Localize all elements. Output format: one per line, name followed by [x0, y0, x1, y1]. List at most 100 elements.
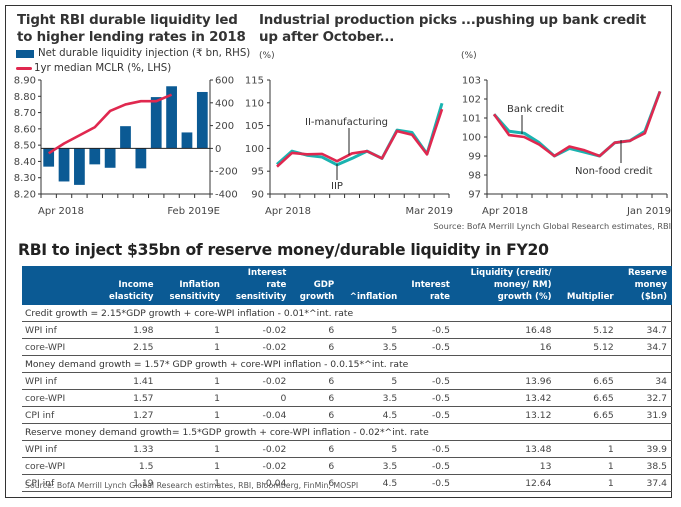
table-cell: -0.5	[402, 457, 455, 475]
table-cell: -0.02	[224, 440, 292, 458]
chart1-svg: 8.90 8.80 8.70 8.60 8.50 8.40 8.30 8.20 600 400 20…	[14, 76, 671, 218]
section-formula: Credit growth = 2.15*GDP growth + core-W…	[22, 305, 672, 322]
column-header: Multiplier	[556, 266, 619, 305]
table-cell: 13.12	[454, 406, 557, 424]
row-label: CPI inf	[22, 406, 99, 424]
table-cell: 16	[454, 338, 557, 356]
column-header: Inflation sensitivity	[158, 266, 225, 305]
table-cell: 1	[158, 474, 225, 492]
table-row: CPI inf 1.19 1 -0.04 6 4.5 -0.5 12.64 1 37.4	[22, 474, 672, 492]
table-cell: -0.5	[402, 389, 455, 407]
table-cell: -0.5	[402, 321, 455, 339]
chart1-x-label-start: Apr 2018	[38, 206, 84, 217]
table-row: core-WPI 2.15 1 -0.02 6 3.5 -0.5 16 5.12 34.7	[22, 338, 672, 356]
chart2-y-tick-label: 115	[245, 76, 264, 87]
chart1-left-tick-label: 8.20	[14, 190, 36, 201]
section-formula: Money demand growth = 1.57* GDP growth +…	[22, 355, 672, 373]
legend-bars-label: Net durable liquidity injection (₹ bn, R…	[38, 48, 251, 59]
table-row: WPI inf 1.41 1 -0.02 6 5 -0.5 13.96 6.65 34	[22, 372, 672, 390]
table-cell: 5.12	[556, 321, 619, 339]
table-cell: -0.5	[402, 440, 455, 458]
table-cell: 31.9	[618, 406, 672, 424]
legend-item-line: 1yr median MCLR (%, LHS)	[16, 61, 250, 76]
table-cell: 1	[158, 338, 225, 356]
legend-bar-swatch	[16, 49, 34, 58]
chart1-bar	[74, 148, 85, 185]
chart2-unit: (%)	[259, 51, 275, 61]
chart1-right-tick-label: -200	[215, 167, 238, 178]
table-cell: 1.19	[99, 474, 159, 492]
chart1-right-tick-label: 200	[215, 121, 234, 132]
table-cell: 34	[618, 372, 672, 390]
table-cell: 5	[339, 321, 403, 339]
table-cell: -0.02	[224, 338, 292, 356]
column-header: Liquidity (credit/money/ RM) growth (%)	[454, 266, 557, 305]
liquidity-table: Income elasticity Inflation sensitivity Int…	[22, 266, 672, 492]
table-cell: -0.04	[224, 406, 292, 424]
table-cell: -0.02	[224, 457, 292, 475]
table-cell: 1.27	[99, 406, 159, 424]
chart1-left-tick-label: 8.40	[14, 157, 36, 168]
column-header: Income elasticity	[99, 266, 159, 305]
chart3-series-bank-credit	[492, 90, 662, 158]
table-cell: -0.5	[402, 406, 455, 424]
table-cell: 1.33	[99, 440, 159, 458]
table-cell: -0.02	[224, 372, 292, 390]
table-cell: 6	[291, 474, 340, 492]
annotation-bank-credit: Bank credit	[507, 104, 564, 115]
chart3-y-tick-label: 102	[462, 95, 481, 106]
table-cell: 6	[291, 338, 340, 356]
chart1-bar	[43, 148, 55, 167]
annotation-ii-manufacturing: II-manufacturing	[305, 117, 388, 128]
chart1-bar	[150, 97, 162, 149]
chart3-y-tick-label: 97	[468, 190, 481, 201]
table-section-heading: Credit growth = 2.15*GDP growth + core-W…	[22, 305, 672, 322]
table-cell: 1	[158, 321, 225, 339]
chart1-right-tick-label: -400	[215, 190, 238, 201]
table-cell: 1.98	[99, 321, 159, 339]
chart1-bar	[58, 148, 70, 182]
table-cell: 13.48	[454, 440, 557, 458]
table-row: core-WPI 1.57 1 0 6 3.5 -0.5 13.42 6.65 32.7	[22, 389, 672, 407]
section-formula: Reserve money demand growth= 1.5*GDP gro…	[22, 423, 672, 441]
row-label: core-WPI	[22, 338, 99, 356]
chart1-right-tick-label: 0	[215, 144, 221, 155]
chart2-y-tick-label: 95	[251, 167, 264, 178]
row-label: WPI inf	[22, 372, 99, 390]
legend-line-swatch	[16, 67, 32, 70]
table-cell: 38.5	[618, 457, 672, 475]
table-cell: 13.42	[454, 389, 557, 407]
chart2-y-tick-label: 100	[245, 144, 264, 155]
table-cell: 32.7	[618, 389, 672, 407]
chart3-y-tick-label: 100	[462, 133, 481, 144]
annotation-non-food-credit: Non-food credit	[575, 166, 652, 177]
chart1-right-tick-label: 600	[215, 76, 234, 87]
chart1-bar	[135, 148, 147, 169]
chart1-left-tick-label: 8.80	[14, 92, 36, 103]
chart2-y-tick-label: 90	[251, 190, 264, 201]
table-cell: 6	[291, 440, 340, 458]
chart2-y-tick-label: 105	[245, 121, 264, 132]
table-row: CPI inf 1.27 1 -0.04 6 4.5 -0.5 13.12 6.65 31.9	[22, 406, 672, 424]
chart1-x-label-end: Feb 2019E	[167, 206, 220, 217]
table-section-heading: Reserve money demand growth= 1.5*GDP gro…	[22, 423, 672, 441]
chart2-title: Industrial production picks up after Oct…	[259, 13, 457, 45]
table-cell: 0	[224, 389, 292, 407]
chart3-y-tick-label: 98	[468, 171, 481, 182]
table-cell: 1	[556, 474, 619, 492]
table-cell: 1	[158, 372, 225, 390]
table-cell: -0.04	[224, 474, 292, 492]
column-header	[22, 266, 99, 305]
chart3-y-tick-label: 101	[462, 114, 481, 125]
table-cell: 1.41	[99, 372, 159, 390]
table-cell: 6	[291, 457, 340, 475]
chart3-title: ...pushing up bank credit	[461, 13, 646, 28]
table-cell: 1.5	[99, 457, 159, 475]
chart2-x-label-start: Apr 2018	[265, 206, 311, 217]
table-cell: 13	[454, 457, 557, 475]
chart3-series-non-food-credit	[492, 90, 662, 158]
table-cell: 6	[291, 372, 340, 390]
chart3-y-tick-label: 103	[462, 76, 481, 87]
chart1-left-tick-label: 8.60	[14, 124, 36, 135]
chart1-title: Tight RBI durable liquidity led to highe…	[17, 13, 246, 45]
